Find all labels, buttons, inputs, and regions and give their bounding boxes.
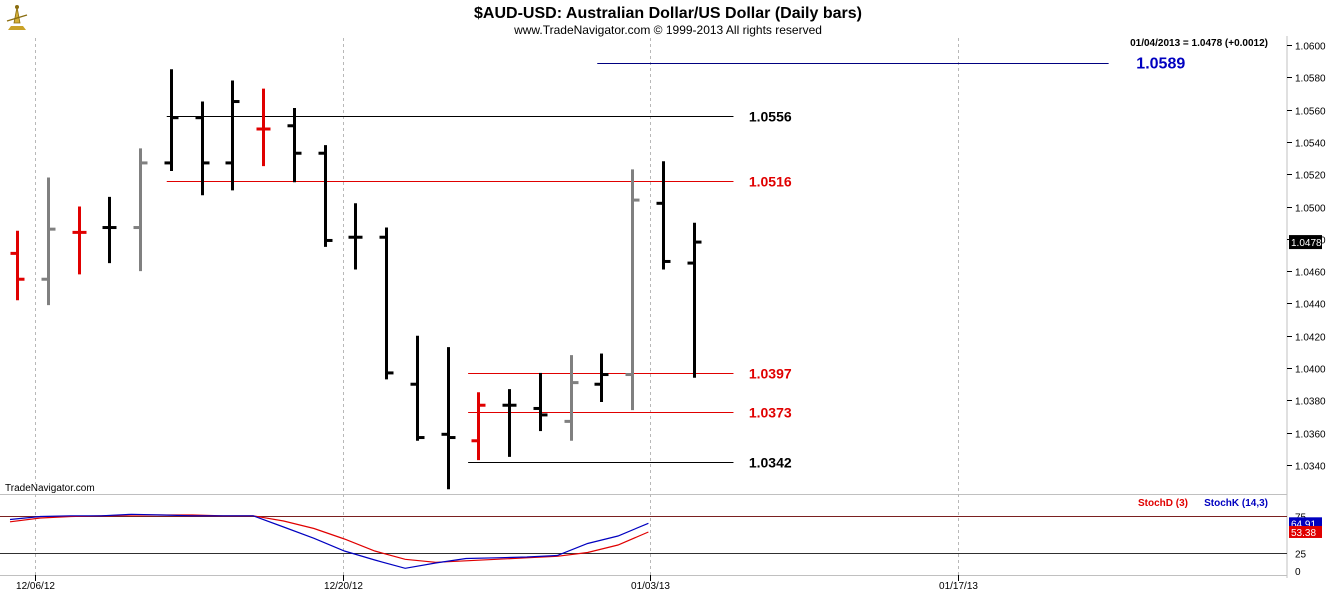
date-tick-label: 12/20/12 xyxy=(324,581,363,592)
chart-title: $AUD-USD: Australian Dollar/US Dollar (D… xyxy=(474,5,862,22)
stochd-legend: StochD (3) xyxy=(1138,498,1188,509)
ohlc-bar xyxy=(594,353,609,402)
watermark: TradeNavigator.com xyxy=(5,483,95,494)
price-tick-label: 1.0560 xyxy=(1295,107,1326,118)
ohlc-bar xyxy=(379,227,394,380)
level-label: 1.0556 xyxy=(749,109,792,125)
date-tick-label: 12/06/12 xyxy=(16,581,55,592)
ohlc-bar xyxy=(256,88,271,167)
ohlc-bar xyxy=(318,145,333,247)
ohlc-bar xyxy=(533,372,548,432)
level-label: 1.0589 xyxy=(1136,56,1185,73)
chart-subtitle: www.TradeNavigator.com © 1999-2013 All r… xyxy=(513,23,822,37)
price-tick-label: 1.0420 xyxy=(1295,333,1326,344)
status-line: 01/04/2013 = 1.0478 (+0.0012) xyxy=(1130,38,1268,49)
stochk-legend: StochK (14,3) xyxy=(1204,498,1268,509)
ohlc-bar xyxy=(102,196,117,264)
ohlc-bar xyxy=(72,206,87,275)
price-tick-label: 1.0520 xyxy=(1295,171,1326,182)
price-tick-label: 1.0580 xyxy=(1295,74,1326,85)
price-tick-label: 1.0380 xyxy=(1295,397,1326,408)
price-bars xyxy=(10,69,702,490)
stoch-zero-label: 0 xyxy=(1295,567,1301,578)
ohlc-bar xyxy=(287,108,302,183)
level-label: 1.0373 xyxy=(749,405,792,421)
stochd-value-label: 53.38 xyxy=(1291,528,1316,539)
level-lines: 1.0589 1.0556 1.0516 1.0397 1.0373 1.0342 xyxy=(166,56,1185,471)
price-tick-label: 1.0400 xyxy=(1295,365,1326,376)
level-label: 1.0342 xyxy=(749,455,792,471)
stoch-lower-label: 25 xyxy=(1295,550,1307,561)
ohlc-bar xyxy=(164,69,179,171)
ohlc-bar xyxy=(195,101,210,196)
price-tick-label: 1.0600 xyxy=(1295,42,1326,53)
last-price-marker: 1.0478 xyxy=(1289,235,1322,250)
stochk-line xyxy=(9,513,649,569)
price-tick-label: 1.0460 xyxy=(1295,268,1326,279)
level-label: 1.0397 xyxy=(749,366,792,382)
price-tick-label: 1.0360 xyxy=(1295,430,1326,441)
level-label: 1.0516 xyxy=(749,174,792,190)
date-axis: 12/06/12 12/20/12 01/03/13 01/17/13 xyxy=(16,575,978,592)
ohlc-bar xyxy=(133,148,148,272)
ohlc-bar xyxy=(410,335,425,441)
stochd-value-box xyxy=(1289,525,1322,538)
ohlc-bar xyxy=(225,80,240,191)
ohlc-bar xyxy=(564,355,579,441)
stochk-value-label: 64.91 xyxy=(1291,519,1316,530)
price-tick-label: 1.0440 xyxy=(1295,300,1326,311)
date-tick-label: 01/03/13 xyxy=(631,581,670,592)
ohlc-bar xyxy=(10,230,25,301)
date-tick-label: 01/17/13 xyxy=(939,581,978,592)
ohlc-bar xyxy=(471,392,486,461)
ohlc-bar xyxy=(656,161,671,270)
last-price-label: 1.0478 xyxy=(1291,238,1322,249)
price-tick-label: 1.0340 xyxy=(1295,462,1326,473)
price-tick-label: 1.0500 xyxy=(1295,204,1326,215)
trade-navigator-logo-icon xyxy=(4,3,30,33)
price-axis: 1.0600 1.0580 1.0560 1.0540 1.0520 1.0500 1.04… xyxy=(1287,42,1326,473)
ohlc-bar xyxy=(41,177,56,306)
ohlc-bar xyxy=(441,347,456,490)
ohlc-bar xyxy=(502,389,517,457)
ohlc-bar xyxy=(348,203,363,270)
ohlc-bar xyxy=(687,222,702,378)
ohlc-bar xyxy=(625,169,640,411)
price-tick-label: 1.0540 xyxy=(1295,139,1326,150)
